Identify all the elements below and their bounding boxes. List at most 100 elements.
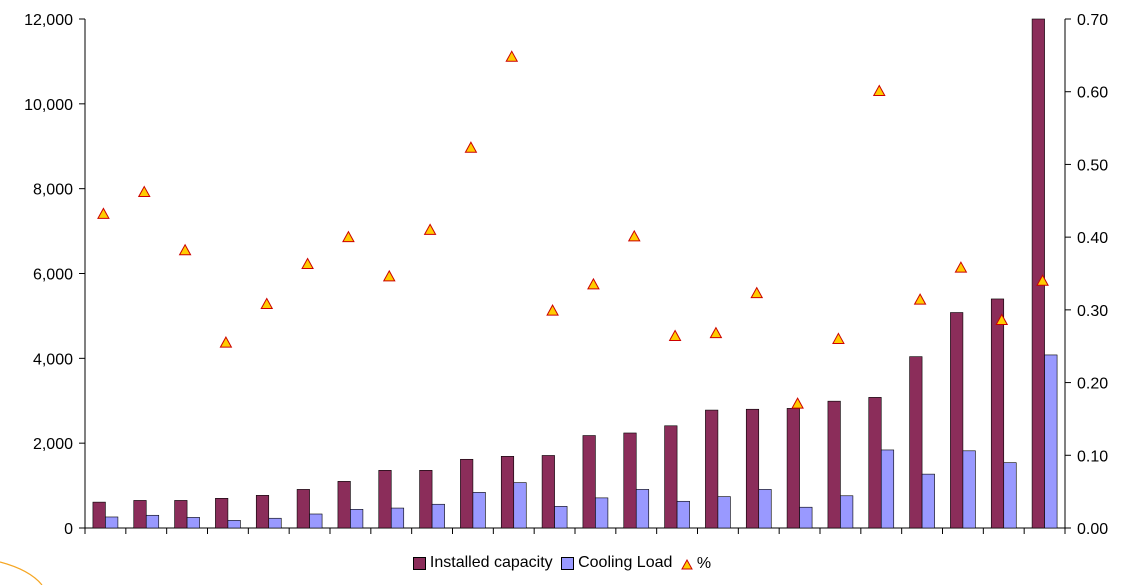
bar-marks (92, 18, 1058, 529)
cooling-load-bar (309, 513, 323, 529)
percent-marker (219, 336, 233, 348)
cooling-load-bar (595, 497, 609, 529)
cooling-load-bar (350, 509, 364, 529)
percent-marker (546, 304, 559, 316)
right-tick-label: 0.40 (1077, 230, 1108, 247)
percent-marker (178, 243, 192, 256)
installed-capacity-bar (419, 470, 433, 529)
installed-capacity-bar (868, 397, 882, 529)
installed-capacity-bar (378, 470, 392, 529)
right-tick-label: 0.30 (1077, 303, 1108, 320)
percent-marker (382, 269, 396, 282)
cooling-load-bar (840, 495, 854, 529)
percent-marker (709, 326, 723, 339)
installed-capacity-bar (909, 356, 923, 529)
cooling-load-bar (799, 506, 813, 529)
cooling-load-bar (1003, 462, 1017, 529)
percent-marker (342, 230, 355, 243)
legend-item-cooling: Cooling Load (561, 554, 672, 572)
percent-marker (913, 293, 927, 305)
cooling-load-bar (1044, 354, 1058, 529)
cooling-load-bar (635, 489, 650, 529)
cooling-load-bar (145, 514, 160, 529)
installed-capacity-bar (337, 481, 351, 529)
installed-capacity-bar (582, 435, 596, 529)
cooling-load-bar (431, 503, 445, 529)
installed-capacity-bar (296, 489, 310, 529)
right-tick-label: 0.00 (1077, 521, 1108, 538)
percent-marker (505, 50, 519, 62)
legend-item-installed: Installed capacity (412, 554, 553, 572)
installed-capacity-bar (827, 400, 841, 529)
installed-capacity-bar (460, 458, 474, 529)
cooling-load-bar (390, 507, 405, 529)
installed-capacity-bar (623, 432, 637, 529)
percent-marker (954, 261, 968, 273)
cooling-load-bar (717, 496, 731, 529)
right-tick-label: 0.60 (1077, 85, 1108, 102)
left-tick-label: 4,000 (33, 351, 73, 368)
legend-label-pct: % (696, 555, 712, 572)
right-tick-label: 0.20 (1077, 376, 1108, 393)
right-tick-label: 0.70 (1077, 12, 1108, 29)
installed-capacity-bar (786, 408, 800, 529)
percent-marker (872, 84, 886, 96)
cooling-load-bar (472, 492, 486, 529)
percent-marker (1036, 274, 1049, 286)
legend-item-pct: % (680, 555, 712, 573)
legend-label-installed: Installed capacity (429, 554, 553, 571)
cooling-swatch-icon (561, 556, 575, 570)
cooling-load-bar (758, 489, 772, 529)
percent-marker (627, 229, 641, 242)
installed-capacity-bar (133, 500, 147, 529)
cooling-load-bar (513, 482, 527, 529)
percent-marker (832, 332, 845, 344)
installed-capacity-bar (664, 425, 678, 529)
cooling-load-bar (880, 449, 895, 529)
cooling-load-bar (676, 500, 690, 529)
percent-marker (301, 257, 314, 270)
cooling-load-bar (268, 517, 282, 529)
percent-marker (260, 297, 274, 310)
percent-marker (791, 397, 804, 409)
percent-markers (97, 50, 1049, 409)
percent-marker (97, 207, 110, 219)
installed-capacity-bar (255, 495, 270, 529)
installed-capacity-bar (950, 312, 964, 529)
cooling-load-bar (554, 506, 568, 529)
left-tick-label: 0 (64, 521, 73, 538)
installed-capacity-bar (541, 455, 555, 529)
left-tick-label: 6,000 (33, 267, 73, 284)
installed-capacity-bar (1031, 18, 1045, 529)
percent-marker (750, 286, 764, 299)
chart-legend: Installed capacity Cooling Load % (0, 554, 1124, 575)
cooling-load-bar (227, 520, 241, 529)
installed-capacity-bar (745, 408, 760, 529)
installed-capacity-bar (500, 456, 515, 529)
percent-marker (464, 141, 478, 153)
left-tick-label: 12,000 (24, 12, 73, 29)
triangle-marker-icon (680, 558, 693, 569)
percent-marker (587, 277, 600, 290)
installed-swatch-icon (412, 556, 426, 570)
right-tick-label: 0.10 (1077, 448, 1108, 465)
installed-capacity-bar (215, 498, 229, 529)
installed-capacity-bar (174, 500, 188, 529)
installed-capacity-bar (92, 501, 106, 529)
installed-capacity-bar (705, 409, 719, 529)
left-tick-label: 10,000 (24, 97, 73, 114)
cooling-load-bar (186, 517, 200, 529)
left-tick-label: 8,000 (33, 182, 73, 199)
legend-label-cooling: Cooling Load (578, 554, 673, 571)
percent-marker (668, 329, 682, 342)
right-tick-label: 0.50 (1077, 157, 1108, 174)
left-tick-label: 2,000 (33, 436, 73, 453)
percent-marker (137, 185, 151, 198)
cooling-load-bar (105, 516, 119, 529)
installed-capacity-bar (990, 298, 1005, 529)
percent-marker (423, 223, 437, 235)
axes: 0 2,000 4,000 6,000 8,000 10,000 12,000 0.00 0.1… (24, 12, 1108, 538)
decorative-corner-arc (0, 561, 43, 585)
cooling-load-bar (921, 473, 935, 529)
